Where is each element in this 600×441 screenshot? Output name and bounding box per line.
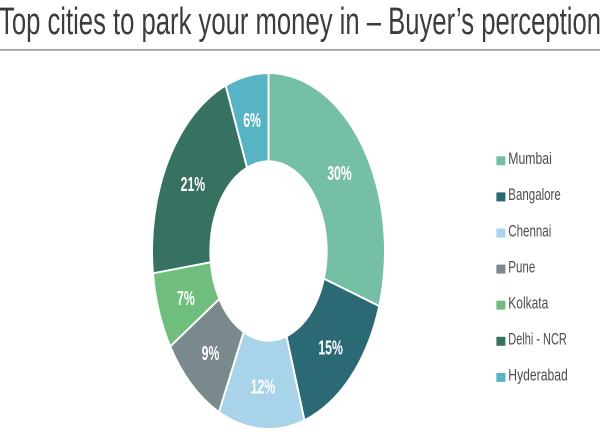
svg-text:Top cities to park your money: Top cities to park your money in – Buyer… (0, 1, 600, 43)
svg-text:7%: 7% (177, 288, 195, 310)
svg-text:30%: 30% (327, 163, 352, 185)
svg-text:21%: 21% (181, 174, 206, 196)
svg-text:6%: 6% (243, 110, 261, 132)
svg-text:12%: 12% (251, 377, 276, 399)
svg-text:Chennai: Chennai (508, 221, 551, 240)
svg-text:Pune: Pune (508, 257, 535, 276)
svg-text:Kolkata: Kolkata (508, 294, 548, 313)
svg-text:Mumbai: Mumbai (508, 149, 552, 168)
svg-text:Bangalore: Bangalore (508, 185, 561, 204)
svg-text:9%: 9% (202, 343, 220, 365)
svg-text:15%: 15% (318, 337, 343, 359)
svg-text:Delhi - NCR: Delhi - NCR (508, 330, 567, 349)
svg-text:Hyderabad: Hyderabad (508, 366, 568, 385)
